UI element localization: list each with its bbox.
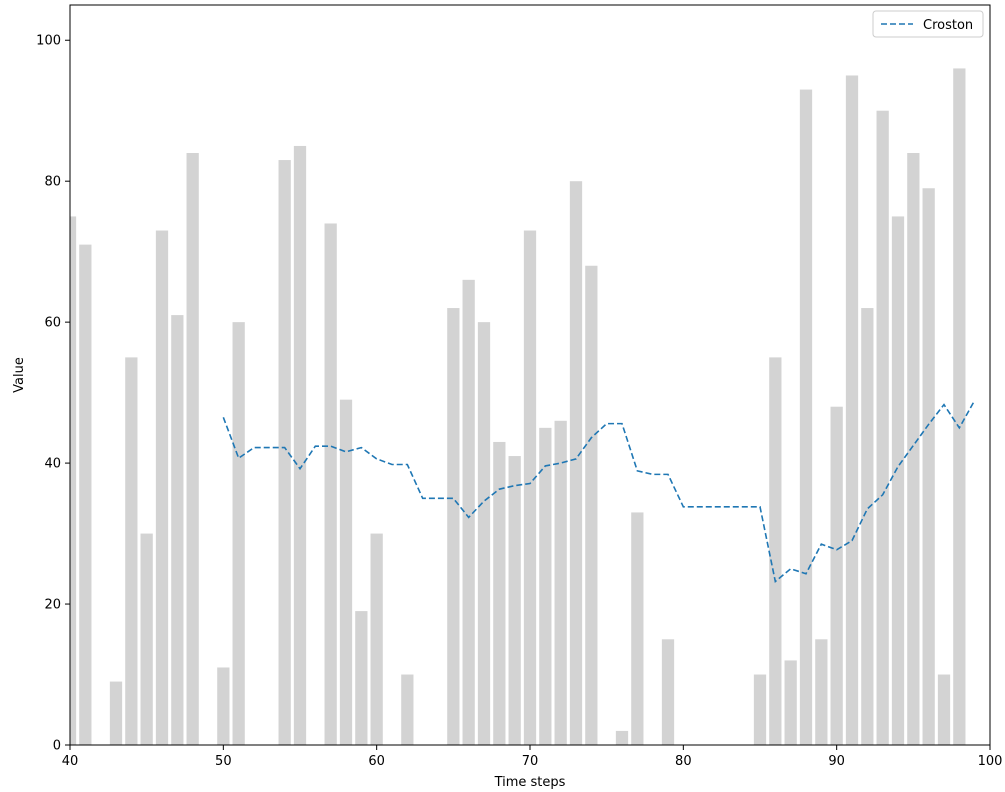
bar-67 <box>477 322 491 745</box>
y-axis-label: Value <box>12 357 27 393</box>
bar-94 <box>891 216 905 745</box>
legend-box <box>872 10 984 38</box>
y-axis: 0 20 40 60 80 100 <box>36 34 70 754</box>
bar-59 <box>355 611 368 745</box>
bar-43 <box>109 681 123 745</box>
x-tick-label: 40 <box>62 754 79 769</box>
bar-71 <box>539 427 552 745</box>
bar-86 <box>769 357 782 745</box>
bars-layer <box>70 68 966 745</box>
bar-44 <box>125 357 138 745</box>
x-tick-label: 70 <box>522 754 539 769</box>
bar-45 <box>140 533 153 745</box>
bar-50 <box>217 667 230 745</box>
x-tick-label: 90 <box>828 754 845 769</box>
bar-47 <box>171 315 184 745</box>
bar-73 <box>569 181 583 745</box>
bar-89 <box>815 639 828 745</box>
bar-92 <box>861 308 874 745</box>
x-axis-label: Time steps <box>494 775 566 790</box>
bar-40 <box>70 216 77 745</box>
bar-51 <box>232 322 245 745</box>
bar-90 <box>830 406 843 745</box>
bar-46 <box>155 230 169 745</box>
bar-93 <box>876 110 889 745</box>
bar-87 <box>784 660 797 745</box>
bar-72 <box>554 420 567 745</box>
y-tick-label: 80 <box>44 175 61 190</box>
bar-77 <box>631 512 644 745</box>
y-tick-label: 40 <box>44 457 61 472</box>
bar-85 <box>753 674 767 745</box>
x-axis: 40 50 60 70 80 90 100 <box>62 745 1003 769</box>
bar-62 <box>401 674 414 745</box>
y-tick-label: 20 <box>44 598 61 613</box>
legend: Croston <box>872 10 984 38</box>
series-line-croston <box>222 399 976 583</box>
bar-97 <box>937 674 951 745</box>
x-tick-label: 80 <box>675 754 692 769</box>
line-layer <box>222 399 976 583</box>
bar-57 <box>324 223 337 745</box>
legend-label-croston: Croston <box>923 18 973 33</box>
bar-69 <box>508 456 521 745</box>
bar-58 <box>339 399 353 745</box>
bar-98 <box>953 68 966 745</box>
bar-70 <box>523 230 537 745</box>
y-tick-label: 60 <box>44 316 61 331</box>
y-tick-label: 0 <box>53 739 61 754</box>
x-tick-label: 100 <box>978 754 1003 769</box>
bar-54 <box>278 160 291 745</box>
bar-65 <box>447 308 460 745</box>
bar-68 <box>493 441 506 745</box>
x-tick-label: 50 <box>215 754 232 769</box>
bar-96 <box>922 188 935 745</box>
bar-41 <box>79 244 92 745</box>
bar-76 <box>615 730 629 745</box>
x-tick-label: 60 <box>368 754 385 769</box>
bar-66 <box>462 279 475 745</box>
bar-91 <box>845 75 859 745</box>
bar-48 <box>186 153 199 745</box>
bar-88 <box>799 89 813 745</box>
bar-60 <box>370 533 383 745</box>
bar-74 <box>585 265 598 745</box>
bar-55 <box>293 145 307 745</box>
bar-95 <box>907 153 920 745</box>
bar-79 <box>661 639 675 745</box>
y-tick-label: 100 <box>36 34 61 49</box>
